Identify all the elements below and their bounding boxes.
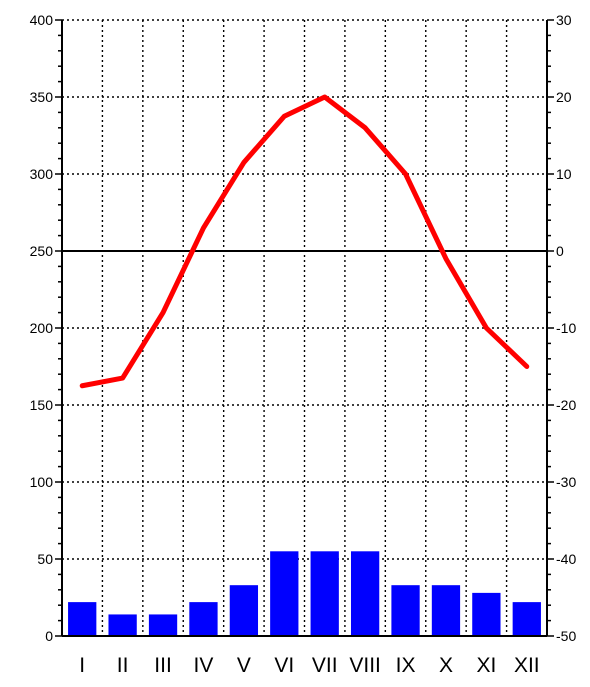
temperature-line-path <box>79 94 530 389</box>
precipitation-bar-I <box>68 602 97 636</box>
left-tick-label: 350 <box>30 89 54 105</box>
precipitation-bar-XII <box>512 602 541 636</box>
precipitation-bar-V <box>229 585 259 636</box>
left-tick-label: 250 <box>30 243 54 259</box>
precipitation-bar-X <box>431 585 461 636</box>
precipitation-bars <box>68 551 541 636</box>
precipitation-bar-III <box>148 614 178 636</box>
left-tick-label: 300 <box>30 166 54 182</box>
month-label-XI: XI <box>476 654 496 677</box>
right-tick-label: -20 <box>556 397 576 413</box>
month-label-IX: IX <box>396 654 416 677</box>
grid-lines <box>62 19 547 636</box>
precipitation-bar-VI <box>270 551 299 636</box>
month-label-X: X <box>439 654 453 677</box>
right-tick-label: 0 <box>556 243 564 259</box>
right-tick-label: 10 <box>556 166 572 182</box>
month-label-XII: XII <box>514 654 540 677</box>
right-tick-label: -30 <box>556 474 576 490</box>
right-tick-label: -50 <box>556 628 576 644</box>
right-tick-label: 30 <box>556 12 572 28</box>
month-label-VII: VII <box>312 654 338 677</box>
left-tick-label: 150 <box>30 397 54 413</box>
tick-labels: 0 50 100 150 200 250 300 350 400 -50 -40 -30 -20 -10 0… <box>30 12 577 677</box>
precipitation-bar-XI <box>472 592 501 636</box>
precipitation-bar-IV <box>189 602 218 636</box>
month-label-V: V <box>237 654 251 677</box>
temperature-line <box>79 94 530 389</box>
left-tick-label: 400 <box>30 12 54 28</box>
precipitation-bar-VII <box>310 551 339 636</box>
month-label-III: III <box>154 654 172 677</box>
month-label-IV: IV <box>194 654 214 677</box>
precipitation-bar-IX <box>391 585 420 636</box>
right-tick-label: 20 <box>556 89 572 105</box>
precipitation-bar-VIII <box>350 551 380 636</box>
left-tick-label: 200 <box>30 320 54 336</box>
month-label-VI: VI <box>274 654 294 677</box>
month-label-II: II <box>117 654 129 677</box>
left-tick-label: 100 <box>30 474 54 490</box>
right-tick-label: -10 <box>556 320 576 336</box>
left-tick-label: 50 <box>37 551 53 567</box>
axes <box>55 19 554 637</box>
precipitation-bar-II <box>108 614 137 636</box>
month-label-I: I <box>79 654 85 677</box>
month-label-VIII: VIII <box>349 654 381 677</box>
right-tick-label: -40 <box>556 551 576 567</box>
left-tick-label: 0 <box>45 628 53 644</box>
